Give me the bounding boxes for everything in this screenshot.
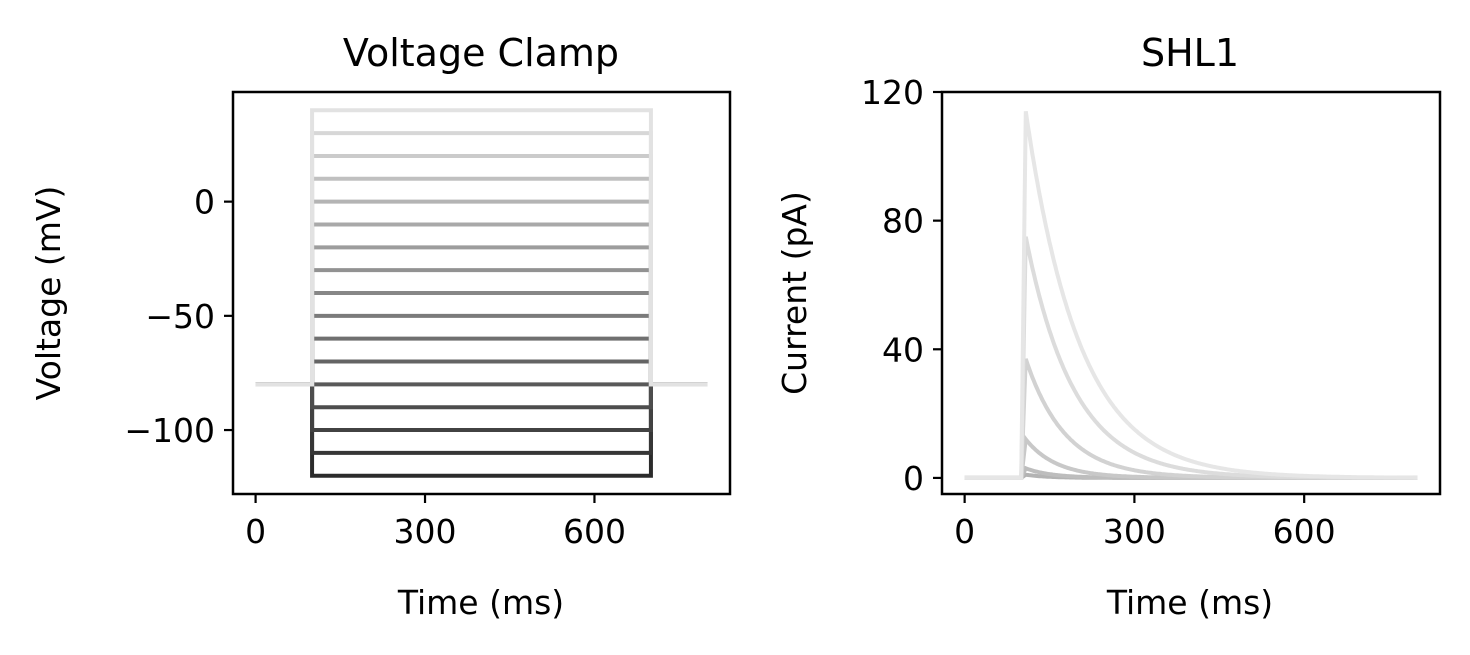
voltage-step-trace [255, 176, 708, 387]
current-x-tick-label: 300 [1103, 512, 1166, 551]
current-x-tick-label: 600 [1273, 512, 1336, 551]
shl1-title: SHL1 [1141, 31, 1239, 75]
voltage-step-trace [255, 131, 708, 387]
current-plot-area [964, 111, 1418, 480]
current-y-tick-label: 0 [903, 459, 924, 498]
voltage-step-trace [255, 382, 708, 455]
current-trace [964, 111, 1418, 480]
voltage-clamp-title: Voltage Clamp [343, 31, 619, 75]
current-y-axis-label: Current (pA) [775, 191, 814, 395]
shl1-panel: SHL1 0 300 600 0 40 80 120 Time (ms) Current … [775, 31, 1442, 622]
voltage-plot-area [255, 108, 708, 478]
current-axes-frame [940, 90, 1442, 496]
voltage-y-tick-label: −50 [145, 297, 215, 336]
voltage-x-axis-label: Time (ms) [397, 583, 564, 622]
voltage-y-ticks: 0 −50 −100 [124, 183, 233, 450]
voltage-x-ticks: 0 300 600 [245, 494, 626, 551]
voltage-x-tick-label: 600 [563, 512, 626, 551]
voltage-y-axis-label: Voltage (mV) [29, 186, 68, 401]
voltage-y-tick-label: −100 [124, 411, 215, 450]
current-y-tick-label: 80 [882, 202, 924, 241]
current-y-ticks: 0 40 80 120 [861, 73, 942, 498]
current-y-tick-label: 40 [882, 330, 924, 369]
voltage-step-trace [255, 359, 708, 387]
voltage-step-trace [255, 268, 708, 387]
voltage-step-trace [255, 382, 708, 410]
voltage-axes-frame [231, 90, 732, 496]
voltage-x-tick-label: 300 [394, 512, 457, 551]
current-y-tick-label: 120 [861, 73, 924, 112]
voltage-step-trace [255, 108, 708, 387]
current-x-tick-label: 0 [954, 512, 975, 551]
voltage-clamp-panel: Voltage Clamp 0 300 600 0 −50 −100 Time (ms)… [29, 31, 732, 622]
voltage-step-trace [255, 313, 708, 387]
voltage-x-tick-label: 0 [245, 512, 266, 551]
current-x-ticks: 0 300 600 [954, 494, 1336, 551]
voltage-y-tick-label: 0 [194, 183, 215, 222]
current-trace [964, 236, 1418, 480]
current-x-axis-label: Time (ms) [1106, 583, 1273, 622]
